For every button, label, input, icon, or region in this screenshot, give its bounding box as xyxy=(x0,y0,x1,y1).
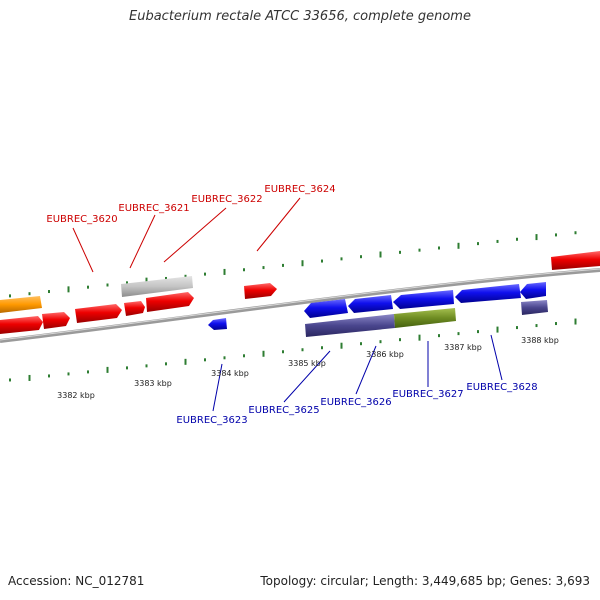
gene-red-6 xyxy=(244,283,277,299)
gene-label-eubrec-3621: EUBREC_3621 xyxy=(118,203,189,214)
gene-purple-2 xyxy=(521,300,548,315)
genome-backbone xyxy=(0,268,600,343)
gene-blue-4 xyxy=(455,284,521,303)
gene-purple-1 xyxy=(305,314,395,337)
gene-blue-1 xyxy=(304,299,348,318)
upper-gene-labels: EUBREC_3620 EUBREC_3621 EUBREC_3622 EUBR… xyxy=(46,184,335,225)
position-label-3382: 3382 kbp xyxy=(57,391,95,400)
gene-label-eubrec-3628: EUBREC_3628 xyxy=(466,382,537,393)
upper-leader-lines xyxy=(72,197,301,273)
map-title: Eubacterium rectale ATCC 33656, complete… xyxy=(129,9,471,24)
position-label-3387: 3387 kbp xyxy=(444,343,482,352)
position-label-3386: 3386 kbp xyxy=(366,350,404,359)
gene-red-right xyxy=(551,251,600,270)
position-label-3384: 3384 kbp xyxy=(211,369,249,378)
gene-label-eubrec-3625: EUBREC_3625 xyxy=(248,405,319,416)
lower-gene-labels: EUBREC_3623 EUBREC_3625 EUBREC_3626 EUBR… xyxy=(176,382,537,426)
gene-red-3 xyxy=(75,304,122,323)
lower-leader-lines xyxy=(212,334,503,412)
position-label-3385: 3385 kbp xyxy=(288,359,326,368)
gene-label-eubrec-3620: EUBREC_3620 xyxy=(46,214,117,225)
gene-gray-pseudo xyxy=(121,276,193,297)
position-label-3383: 3383 kbp xyxy=(134,379,172,388)
lower-strand-genes xyxy=(208,282,548,337)
topology-text: Topology: circular; Length: 3,449,685 bp… xyxy=(260,574,590,588)
position-label-3388: 3388 kbp xyxy=(521,336,559,345)
gene-label-eubrec-3622: EUBREC_3622 xyxy=(191,194,262,205)
gene-orange-left xyxy=(0,296,42,313)
gene-red-2 xyxy=(42,312,70,329)
gene-blue-2 xyxy=(348,295,393,313)
gene-label-eubrec-3624: EUBREC_3624 xyxy=(264,184,335,195)
upper-strand-genes xyxy=(0,251,600,334)
gene-label-eubrec-3626: EUBREC_3626 xyxy=(320,397,391,408)
gene-red-5 xyxy=(146,292,194,312)
position-labels: 3382 kbp 3383 kbp 3384 kbp 3385 kbp 3386… xyxy=(57,336,559,400)
gene-label-eubrec-3627: EUBREC_3627 xyxy=(392,389,463,400)
lower-tick-row xyxy=(9,318,577,382)
gene-blue-small xyxy=(208,318,227,330)
accession-text: Accession: NC_012781 xyxy=(8,574,145,588)
gene-blue-5 xyxy=(520,282,546,299)
gene-blue-3 xyxy=(393,290,454,309)
gene-label-eubrec-3623: EUBREC_3623 xyxy=(176,415,247,426)
gene-red-4 xyxy=(124,301,145,316)
gene-green xyxy=(394,308,456,328)
upper-tick-row xyxy=(9,231,577,298)
gene-red-1 xyxy=(0,316,43,334)
